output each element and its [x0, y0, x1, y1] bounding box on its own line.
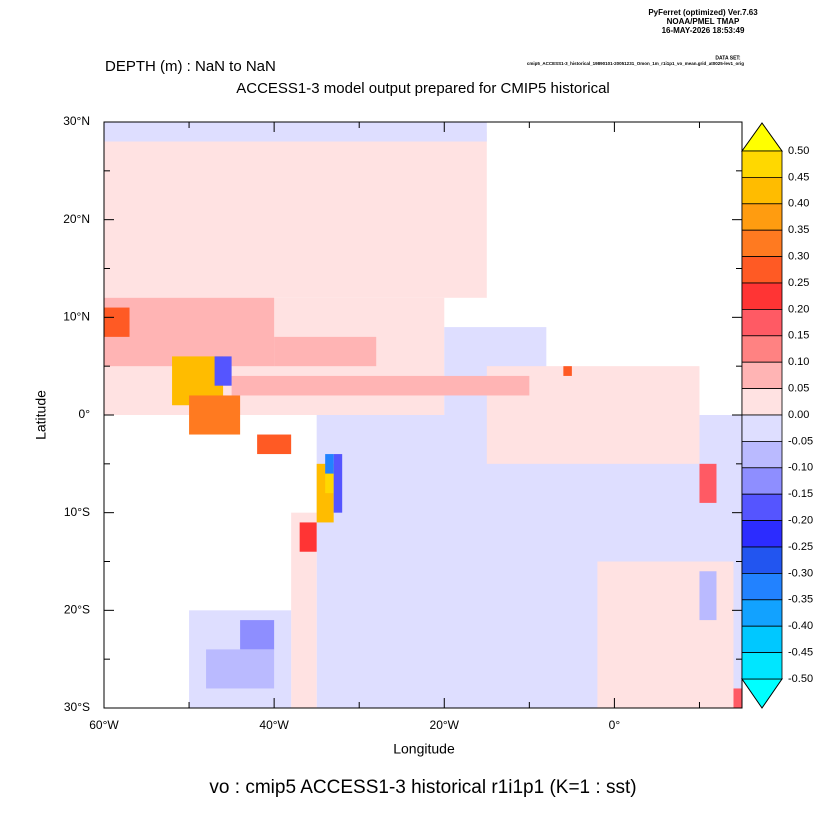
- cell: [699, 463, 717, 503]
- colorbar-label: 0.40: [788, 198, 809, 210]
- colorbar-label: -0.15: [788, 488, 813, 500]
- cell: [231, 375, 530, 396]
- colorbar-box: [741, 229, 783, 257]
- cell: [206, 649, 275, 689]
- dataset: cmip5_ACCESS1-3_historical_19890101-2005…: [527, 61, 744, 66]
- colorbar-label: -0.30: [788, 567, 813, 579]
- y-axis-label: Latitude: [33, 390, 49, 440]
- colorbar-label: 0.50: [788, 145, 809, 157]
- cell: [563, 366, 572, 376]
- colorbar-label: -0.40: [788, 620, 813, 632]
- cell: [104, 131, 487, 298]
- cell: [240, 620, 275, 650]
- colorbar-box: [741, 256, 783, 284]
- cell: [104, 122, 487, 142]
- colorbar-label: 0.15: [788, 330, 809, 342]
- x-tick-label: 20°W: [430, 718, 460, 732]
- colorbar-box: [741, 282, 783, 310]
- colorbar-label: 0.20: [788, 303, 809, 315]
- colorbar-label: -0.35: [788, 594, 813, 606]
- cell: [257, 434, 292, 455]
- colorbar-box: [741, 150, 783, 178]
- cell: [274, 336, 377, 367]
- x-tick-label: 60°W: [89, 718, 119, 732]
- cell: [104, 297, 275, 367]
- colorbar-label: 0.30: [788, 251, 809, 263]
- colorbar-box: [741, 467, 783, 495]
- cell: [189, 395, 241, 435]
- colorbar-label: -0.05: [788, 435, 813, 447]
- caption: vo : cmip5 ACCESS1-3 historical r1i1p1 (…: [209, 777, 636, 798]
- colorbar-box: [741, 176, 783, 205]
- colorbar-label: 0.05: [788, 383, 809, 395]
- colorbar-label: 0.45: [788, 171, 809, 183]
- colorbar-label: 0.00: [788, 409, 809, 421]
- colorbar-label: 0.25: [788, 277, 809, 289]
- y-tick-label: 10°S: [64, 505, 90, 519]
- y-tick-label: 20°N: [63, 212, 90, 226]
- colorbar-box: [741, 414, 783, 442]
- colorbar-box: [741, 520, 783, 548]
- colorbar-label: -0.45: [788, 647, 813, 659]
- colorbar-box: [741, 573, 783, 601]
- colorbar-box: [741, 599, 783, 627]
- colorbar-label: -0.50: [788, 673, 813, 685]
- y-tick-label: 0°: [79, 407, 91, 421]
- timestamp: 16-MAY-2026 18:53:49: [662, 26, 745, 35]
- cell: [104, 307, 130, 337]
- colorbar-box: [741, 388, 783, 416]
- colorbar-box: [741, 493, 783, 522]
- colorbar-box: [741, 546, 783, 574]
- colorbar-label: -0.25: [788, 541, 813, 553]
- colorbar-label: 0.10: [788, 356, 809, 368]
- colorbar-label: 0.35: [788, 224, 809, 236]
- chart-title: DEPTH (m) : NaN to NaN: [105, 58, 276, 75]
- colorbar-box: [741, 625, 783, 654]
- colorbar-over: [741, 122, 783, 152]
- x-tick-label: 40°W: [259, 718, 289, 732]
- y-tick-label: 30°S: [64, 700, 90, 714]
- y-tick-label: 10°N: [63, 310, 90, 324]
- colorbar-box: [741, 203, 783, 231]
- colorbar-under: [741, 678, 783, 709]
- program: PyFerret (optimized) Ver.7.63: [648, 8, 758, 17]
- colorbar-box: [741, 440, 783, 469]
- cell: [299, 522, 317, 552]
- colorbar-box: [741, 652, 783, 680]
- colorbar-box: [741, 335, 783, 363]
- y-tick-label: 30°N: [63, 114, 90, 128]
- colorbar-box: [741, 308, 783, 337]
- cell: [333, 454, 343, 513]
- cell: [325, 463, 334, 494]
- y-tick-label: 20°S: [64, 603, 90, 617]
- cell: [325, 454, 334, 474]
- cell: [733, 688, 742, 708]
- colorbar-label: -0.10: [788, 462, 813, 474]
- x-tick-label: 0°: [609, 718, 621, 732]
- colorbar-box: [741, 361, 783, 390]
- x-axis-label: Longitude: [393, 741, 455, 757]
- org: NOAA/PMEL TMAP: [667, 17, 740, 26]
- dataset-label: DATA SET:: [715, 55, 741, 61]
- cell: [214, 356, 232, 386]
- cell: [699, 571, 717, 621]
- subtitle: ACCESS1-3 model output prepared for CMIP…: [236, 80, 610, 97]
- colorbar-label: -0.20: [788, 515, 813, 527]
